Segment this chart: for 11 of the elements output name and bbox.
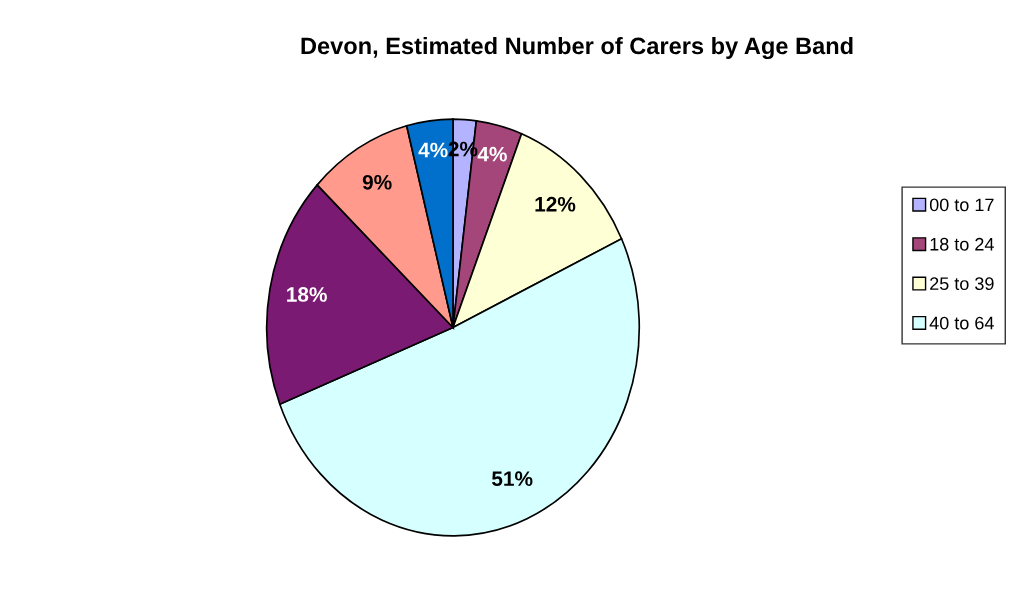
data-label: 51%	[491, 471, 533, 487]
data-label: 12%	[535, 196, 576, 212]
data-label: 4%	[477, 146, 507, 162]
legend-label: 40 to 64	[929, 316, 994, 330]
chart-title: Devon, Estimated Number of Carers by Age Band	[301, 36, 853, 60]
data-label: 4%	[418, 142, 448, 158]
data-label: 9%	[362, 174, 392, 190]
legend-label: 25 to 39	[930, 277, 994, 291]
legend-label: 00 to 17	[929, 198, 994, 212]
data-label: 18%	[287, 287, 327, 302]
legend-label: 18 to 24	[930, 237, 994, 251]
